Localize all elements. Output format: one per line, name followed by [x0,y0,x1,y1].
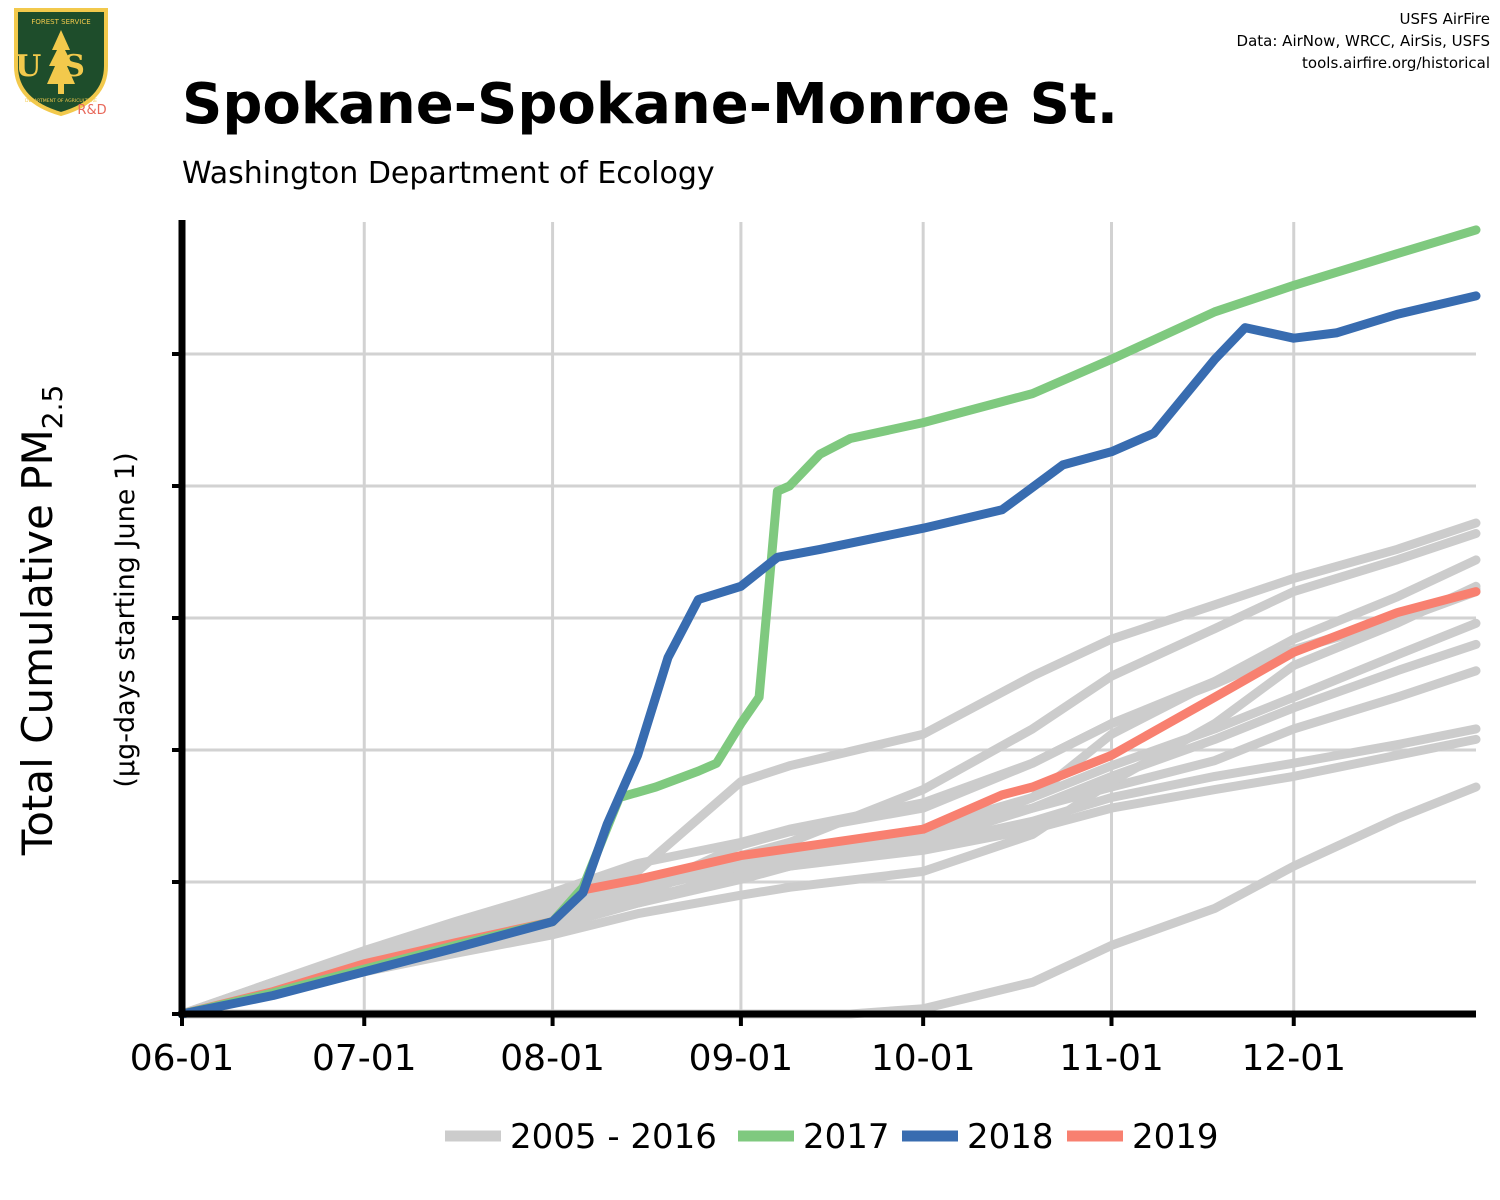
credit-line-source-org: USFS AirFire [1399,10,1490,28]
x-tick-label: 08-01 [500,1038,605,1079]
series-line-historical [177,584,1481,1019]
legend-label-2018: 2018 [967,1117,1054,1157]
y-axis-label-main: Total Cumulative PM [13,429,62,856]
x-tick-label: 11-01 [1059,1038,1164,1079]
x-tick-label: 09-01 [689,1038,794,1079]
legend-label-2017: 2017 [803,1117,890,1157]
y-axis-sublabel: (µg-days starting June 1) [110,452,141,787]
x-tick-label: 06-01 [130,1038,235,1079]
credit-line-url: tools.airfire.org/historical [1302,54,1490,72]
chart-title: Spokane-Spokane-Monroe St. [182,72,1119,137]
tree-icon [47,30,75,84]
legend-label-2019: 2019 [1132,1117,1219,1157]
usfs-logo: US FOREST SERVICE DEPARTMENT OF AGRICULT… [14,8,108,118]
series-line-2017 [177,225,1481,1019]
tree-trunk-icon [58,84,64,94]
series-line-historical [177,529,1481,1019]
logo-bottom-text: DEPARTMENT OF AGRICULTURE [25,98,97,104]
chart-subtitle: Washington Department of Ecology [182,156,715,191]
credits: USFS AirFire Data: AirNow, WRCC, AirSis,… [1237,8,1490,74]
series-line-2018 [177,291,1481,1019]
y-axis-label: Total Cumulative PM2.5 [13,385,69,857]
x-tick-label: 07-01 [312,1038,417,1079]
logo-main-text: US [15,49,107,84]
logo-tag-text: R&D [77,103,106,118]
credit-line-data-sources: Data: AirNow, WRCC, AirSis, USFS [1236,32,1490,50]
legend-label-2005-2016: 2005 - 2016 [510,1117,717,1157]
logo-top-text: FOREST SERVICE [31,18,90,26]
x-tick-label: 10-01 [871,1038,976,1079]
y-axis-label-subscript: 2.5 [36,385,69,430]
x-tick-label: 12-01 [1241,1038,1346,1079]
